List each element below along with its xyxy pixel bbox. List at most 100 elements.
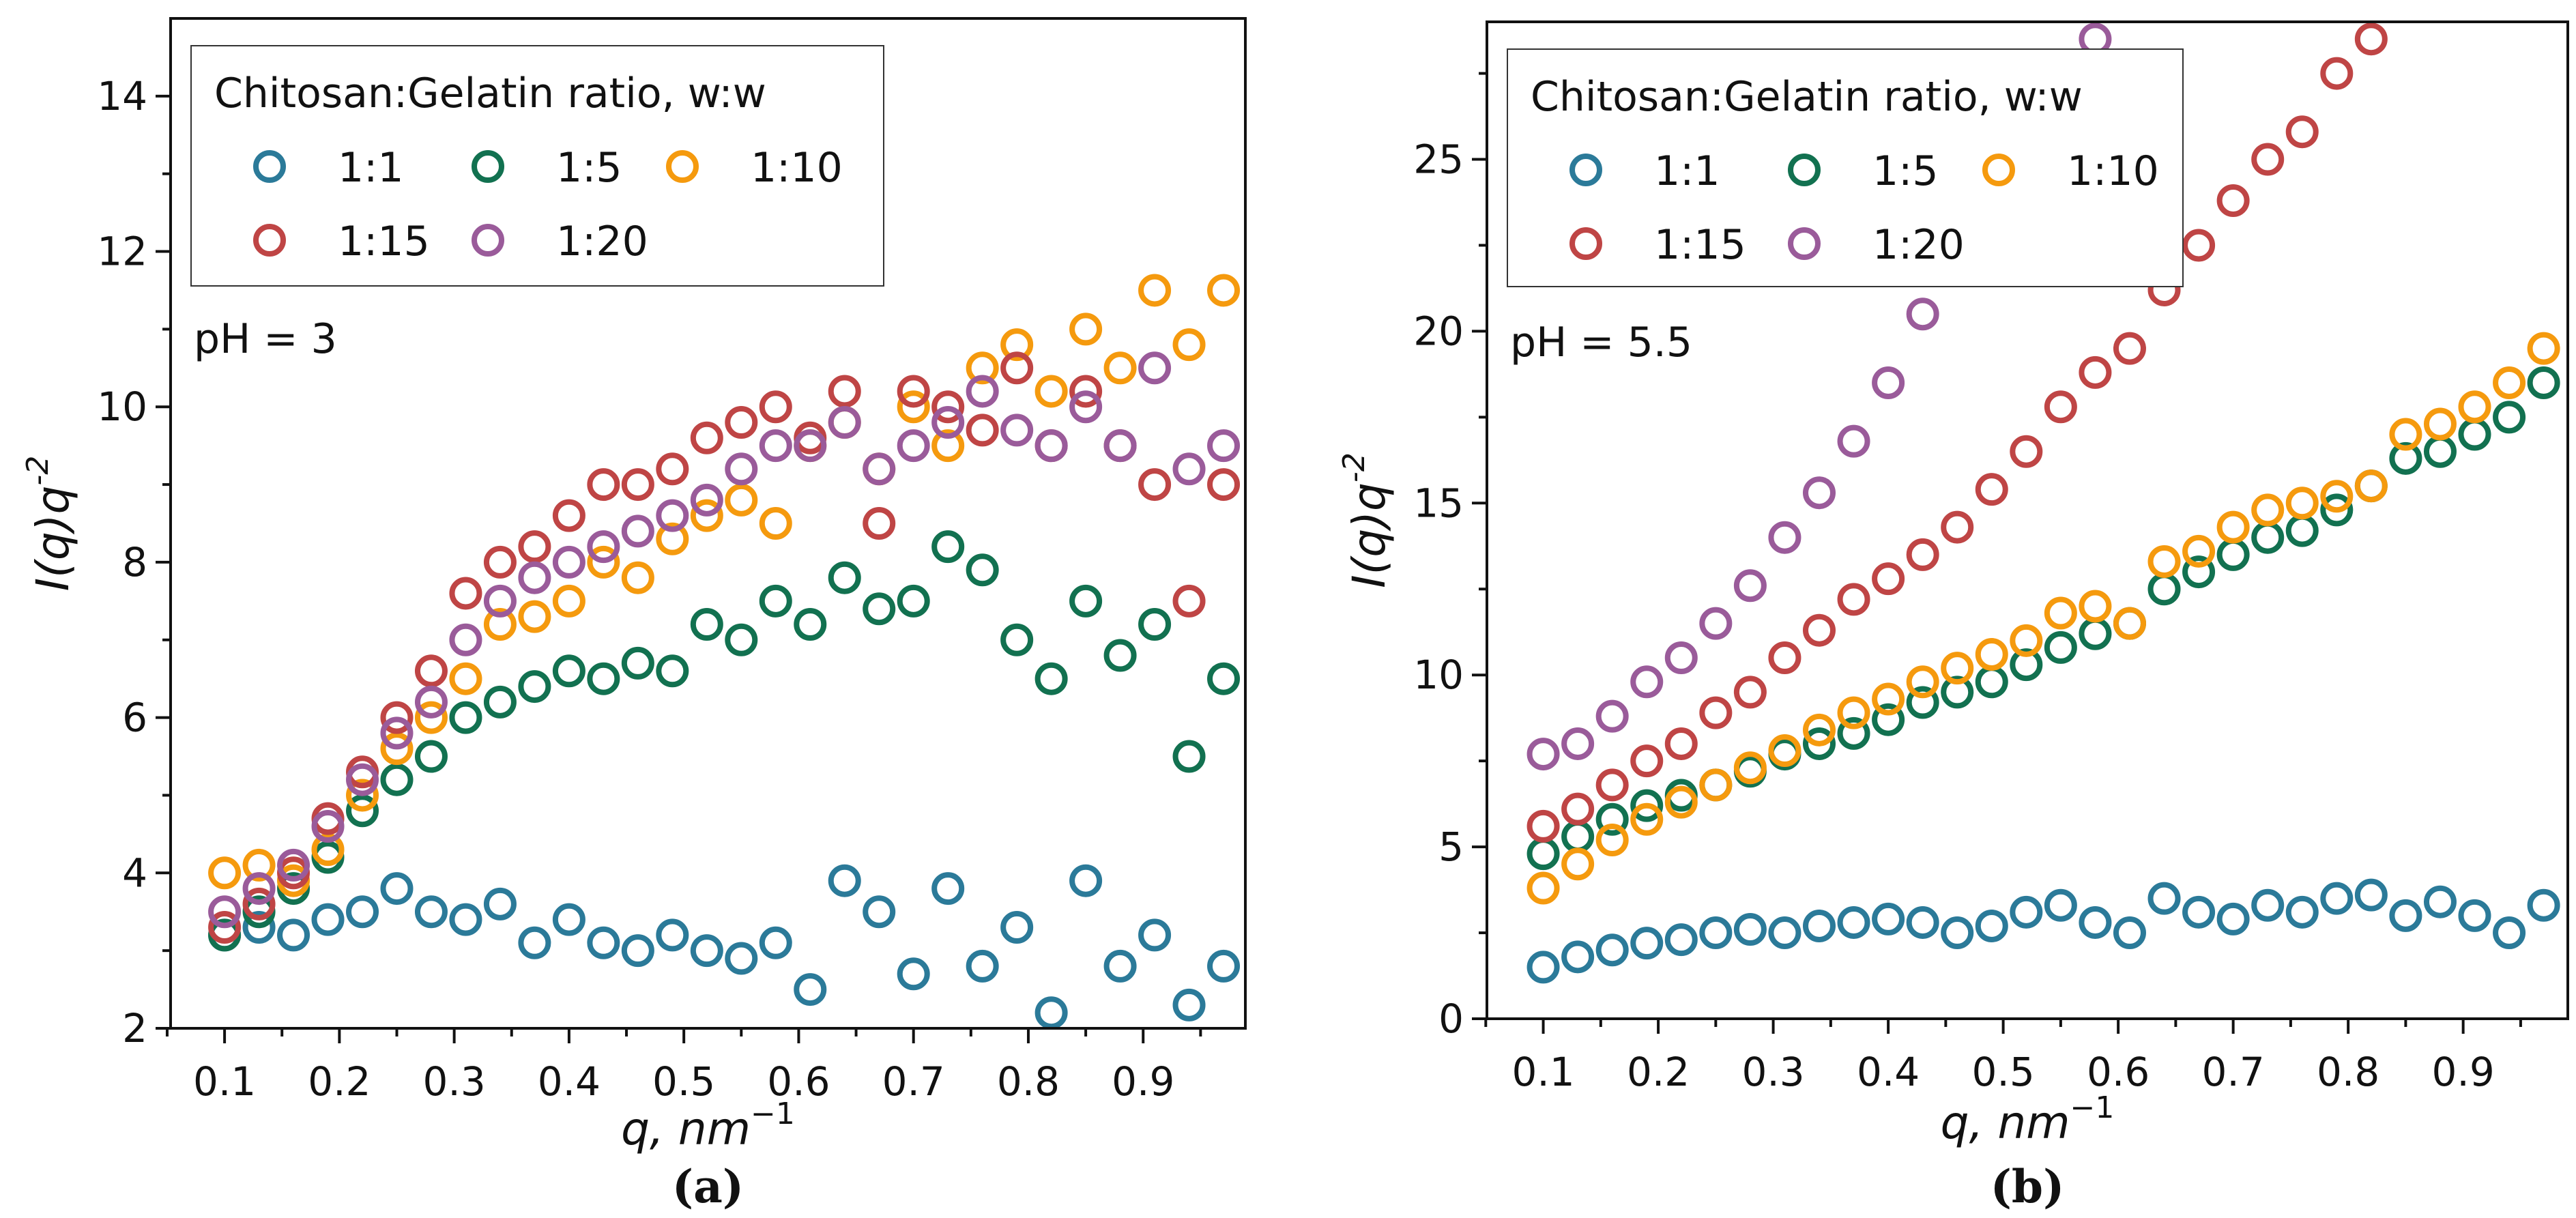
y-axis-label-sup: -2 xyxy=(20,456,55,486)
data-point xyxy=(1630,665,1664,699)
legend-marker xyxy=(1982,154,2015,186)
legend-item-1-1: 1:1 xyxy=(1569,147,1720,195)
data-point xyxy=(587,662,620,695)
data-point xyxy=(897,390,930,424)
data-point xyxy=(2216,184,2250,217)
data-point xyxy=(1207,949,1241,983)
y-tick-label: 4 xyxy=(122,850,147,896)
data-point xyxy=(1526,809,1560,843)
data-point xyxy=(2285,514,2319,547)
x-tick-label: 0.1 xyxy=(1511,1049,1574,1095)
data-point xyxy=(1595,768,1629,802)
legend-marker xyxy=(253,224,286,257)
data-point xyxy=(966,553,999,587)
data-point xyxy=(311,903,345,936)
data-point xyxy=(1595,933,1629,967)
data-point xyxy=(759,429,792,463)
data-point xyxy=(656,499,689,532)
legend-label: 1:15 xyxy=(338,218,430,265)
data-point xyxy=(1000,623,1034,656)
data-point xyxy=(1733,569,1767,603)
data-point xyxy=(1069,584,1103,618)
data-point xyxy=(2079,356,2112,389)
data-point xyxy=(1768,641,1801,675)
legend: Chitosan:Gelatin ratio, w:w 1:1 1:5 1:10 1:1… xyxy=(1507,48,2184,287)
legend-label: 1:5 xyxy=(556,144,622,192)
x-tick-label: 0.8 xyxy=(2317,1049,2379,1095)
data-point xyxy=(2320,57,2354,90)
data-point xyxy=(1802,476,1836,510)
series-1-5 xyxy=(208,530,1241,952)
data-point xyxy=(449,701,482,734)
data-point xyxy=(656,918,689,952)
data-point xyxy=(621,934,654,968)
data-point xyxy=(1837,696,1870,729)
data-point xyxy=(897,429,930,463)
data-point xyxy=(483,887,517,920)
data-point xyxy=(1034,429,1068,463)
data-point xyxy=(1872,703,1905,736)
data-point xyxy=(2147,572,2181,606)
data-point xyxy=(518,561,551,594)
panel-a: 0.1 0.2 0.3 0.4 0.5 0.6 0.7 0.8 0.9 2 4 6 8 10 12 14 q, … xyxy=(20,17,1247,1213)
data-point xyxy=(897,584,930,618)
data-point xyxy=(2182,229,2216,262)
data-point xyxy=(828,375,861,408)
data-point xyxy=(449,577,482,610)
x-tick-label: 0.2 xyxy=(1627,1049,1690,1095)
y-tick-label: 6 xyxy=(122,695,147,741)
data-points xyxy=(1526,23,2560,984)
data-point xyxy=(1975,473,2008,506)
data-point xyxy=(277,918,310,952)
data-point xyxy=(1872,902,1905,936)
data-point xyxy=(1975,637,2008,671)
data-point xyxy=(794,973,827,1006)
x-axis-label-text: q, nm xyxy=(621,1103,751,1155)
data-point xyxy=(863,452,896,486)
data-point xyxy=(1172,452,1206,486)
data-point xyxy=(1768,916,1801,950)
data-point xyxy=(2113,916,2146,950)
legend-item-1-5: 1:5 xyxy=(1788,147,1939,195)
legend: Chitosan:Gelatin ratio, w:w 1:1 1:5 1:10 1:1… xyxy=(190,45,884,287)
data-point xyxy=(483,685,517,719)
data-point xyxy=(414,701,448,734)
data-point xyxy=(1526,837,1560,871)
data-point xyxy=(794,429,827,463)
data-point xyxy=(1941,916,1974,950)
data-point xyxy=(552,499,585,532)
data-point xyxy=(897,957,930,991)
data-point xyxy=(2216,510,2250,544)
data-point xyxy=(311,833,345,867)
data-point xyxy=(1172,584,1206,618)
panel-caption: (a) xyxy=(672,1160,744,1213)
y-tick-label: 20 xyxy=(1413,308,1464,354)
data-point xyxy=(242,887,276,920)
data-point xyxy=(966,949,999,983)
data-point xyxy=(449,903,482,936)
data-point xyxy=(621,514,654,548)
y-tick-label: 12 xyxy=(97,229,147,275)
data-point xyxy=(1172,740,1206,773)
data-point xyxy=(483,584,517,618)
x-tick-label: 0.9 xyxy=(1112,1058,1174,1105)
data-point xyxy=(311,810,345,843)
data-point xyxy=(2527,366,2560,399)
data-point xyxy=(346,895,379,929)
data-point xyxy=(2354,469,2388,503)
data-point xyxy=(725,406,758,439)
x-tick-label: 0.2 xyxy=(308,1058,371,1105)
x-tick-label: 0.5 xyxy=(652,1058,715,1105)
data-point xyxy=(656,522,689,555)
data-point xyxy=(552,584,585,618)
data-point xyxy=(2527,332,2560,365)
data-point xyxy=(587,530,620,564)
data-point xyxy=(759,507,792,540)
data-point xyxy=(2010,895,2043,929)
data-point xyxy=(2010,648,2043,682)
data-point xyxy=(1630,927,1664,960)
data-point xyxy=(380,872,414,905)
data-point xyxy=(1138,274,1172,307)
data-point xyxy=(483,608,517,641)
data-point xyxy=(1526,951,1560,984)
